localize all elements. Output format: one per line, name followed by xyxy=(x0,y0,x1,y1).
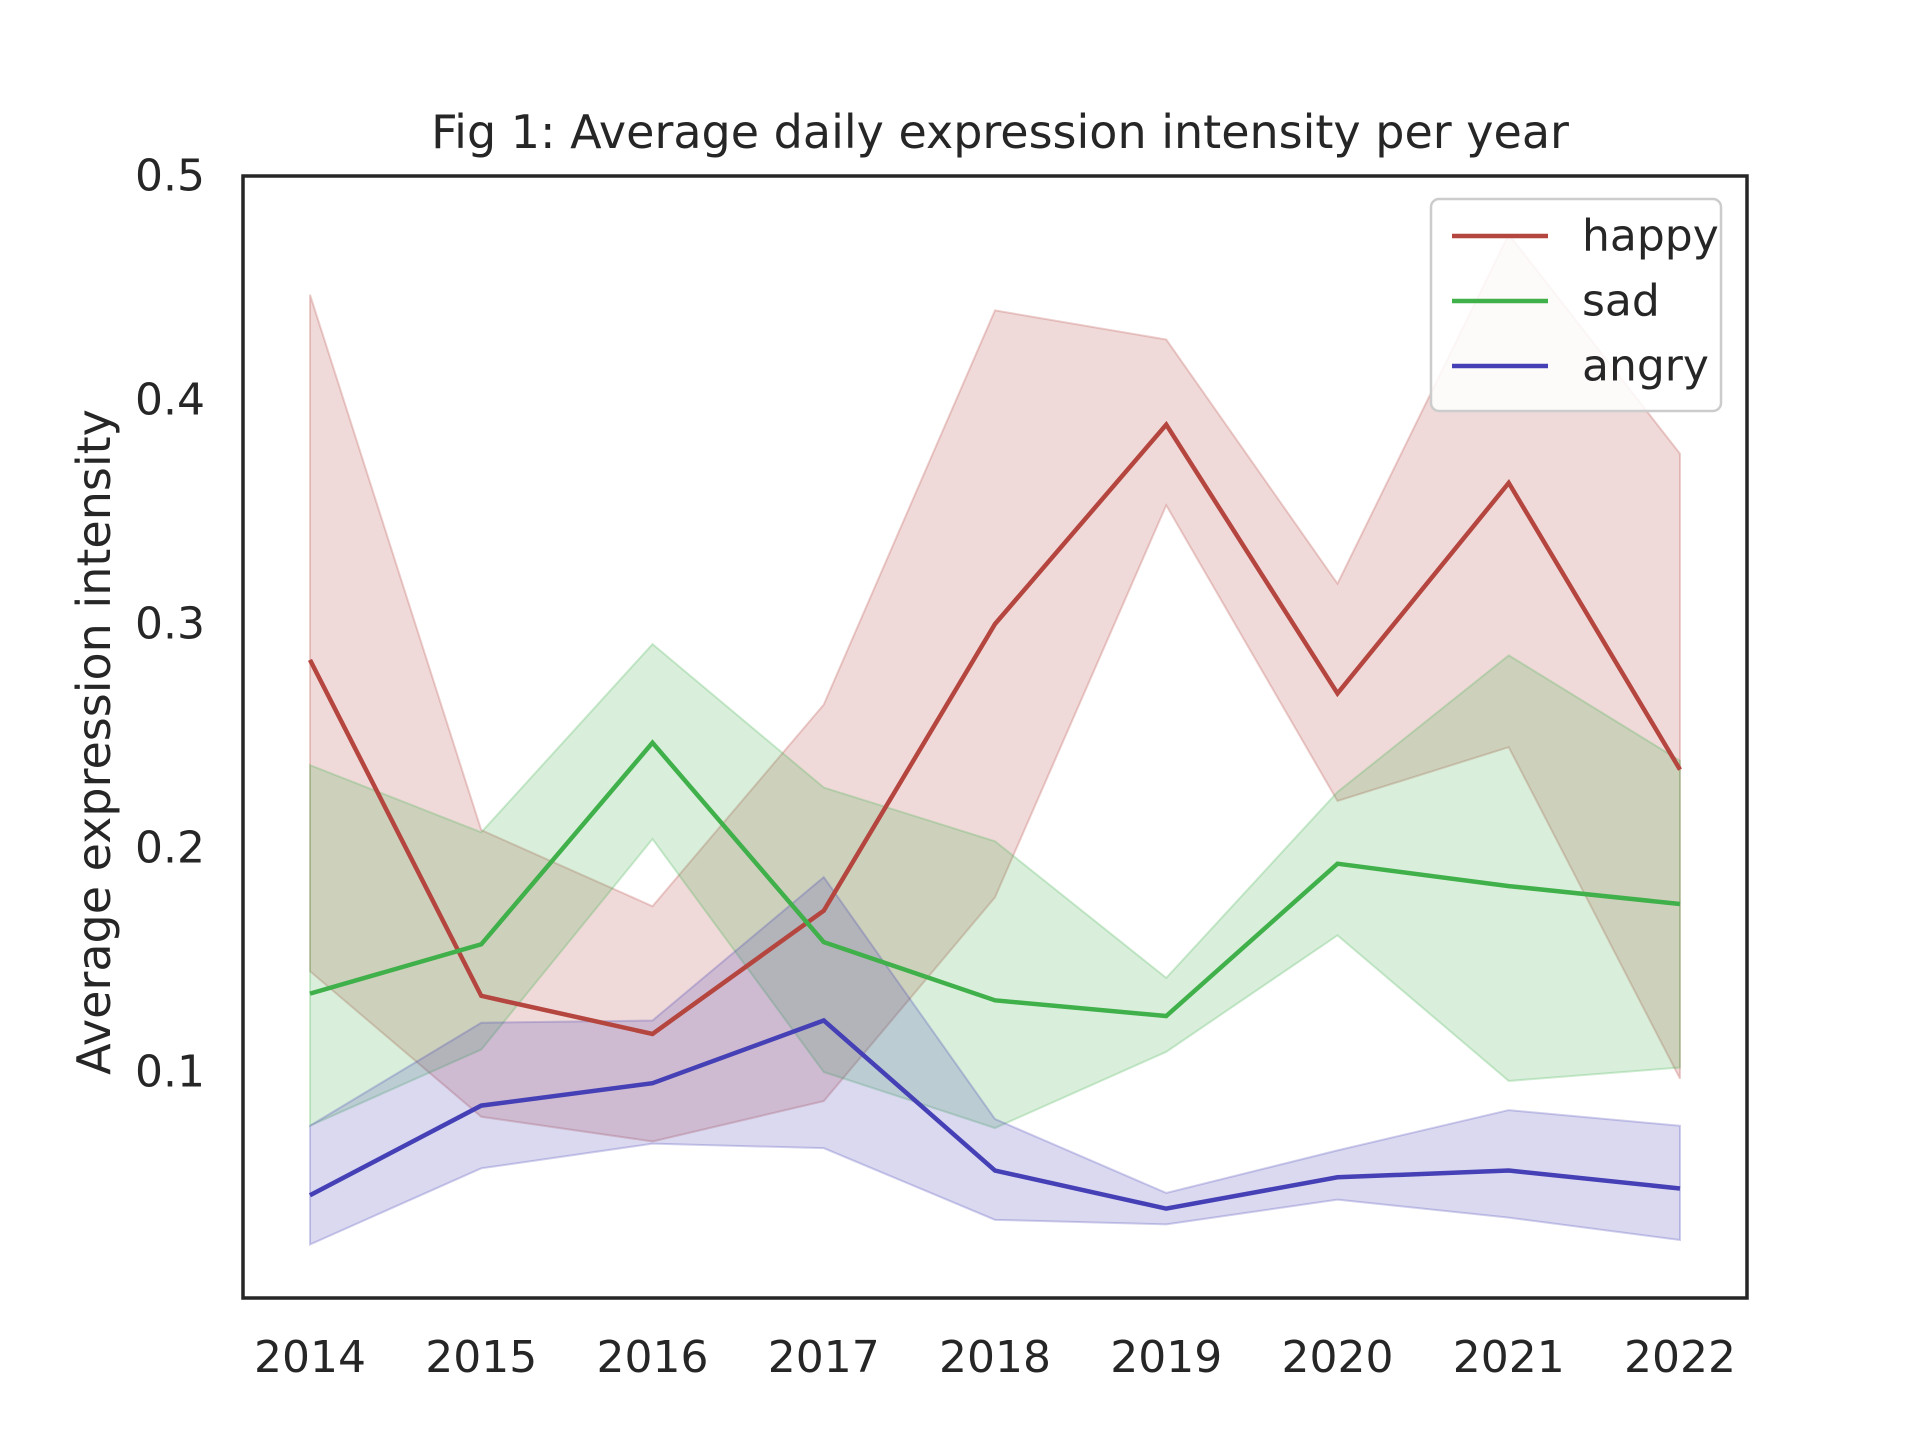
y-tick-label: 0.1 xyxy=(135,1047,205,1098)
x-tick-label: 2020 xyxy=(1282,1332,1394,1383)
x-tick-label: 2019 xyxy=(1110,1332,1222,1383)
sad-confidence-band xyxy=(309,642,1681,1130)
x-tick-label: 2014 xyxy=(254,1332,366,1383)
y-tick-labels: 0.1 0.2 0.3 0.4 0.5 xyxy=(135,151,205,1098)
legend-label-angry: angry xyxy=(1582,341,1709,392)
x-tick-label: 2021 xyxy=(1453,1332,1565,1383)
angry-confidence-band xyxy=(309,875,1681,1247)
legend-box xyxy=(1429,197,1723,413)
x-tick-label: 2017 xyxy=(768,1332,880,1383)
y-axis-label: Average expression intensity xyxy=(67,409,121,1075)
y-tick-label: 0.2 xyxy=(135,823,205,874)
legend-label-sad: sad xyxy=(1582,276,1660,327)
x-tick-label: 2016 xyxy=(597,1332,709,1383)
legend: happy sad angry xyxy=(1429,197,1723,413)
x-tick-labels: 2014 2015 2016 2017 2018 2019 2020 2021 2022 xyxy=(254,1332,1736,1383)
legend-label-happy: happy xyxy=(1582,211,1719,262)
plot-frame xyxy=(241,174,1749,1300)
x-tick-label: 2022 xyxy=(1624,1332,1736,1383)
x-tick-label: 2018 xyxy=(939,1332,1051,1383)
y-tick-label: 0.4 xyxy=(135,375,205,426)
chart-title: Fig 1: Average daily expression intensit… xyxy=(431,105,1569,159)
x-tick-label: 2015 xyxy=(425,1332,537,1383)
confidence-bands xyxy=(309,232,1681,1247)
series-lines xyxy=(307,420,1682,1211)
y-tick-label: 0.3 xyxy=(135,599,205,650)
happy-confidence-band xyxy=(309,232,1681,1143)
y-tick-label: 0.5 xyxy=(135,151,205,202)
